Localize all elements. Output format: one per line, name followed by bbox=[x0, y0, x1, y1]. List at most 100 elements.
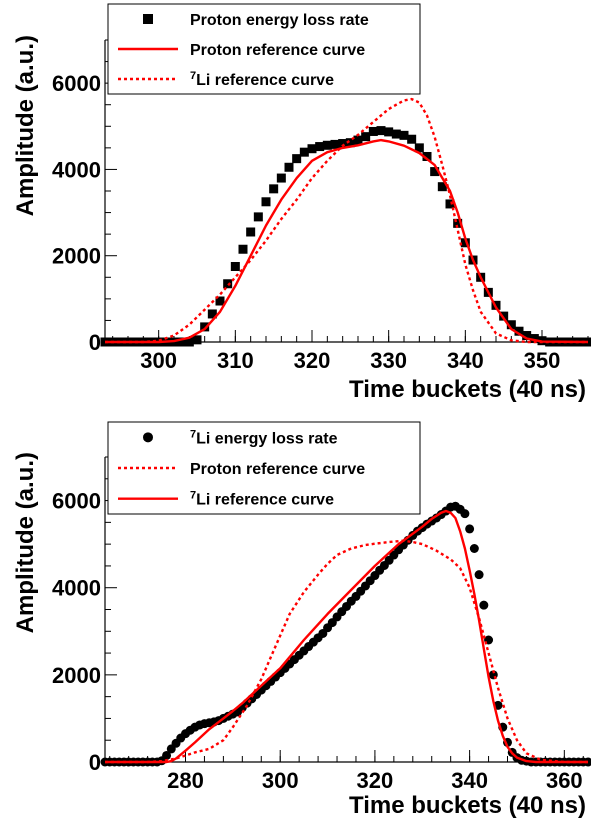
legend-text: Li reference curve bbox=[196, 492, 334, 509]
series-line-1 bbox=[105, 539, 588, 764]
data-point bbox=[330, 139, 340, 149]
y-tick-label: 6000 bbox=[52, 71, 101, 96]
x-tick-label: 360 bbox=[546, 768, 583, 793]
data-point bbox=[238, 244, 248, 254]
data-point bbox=[479, 600, 489, 610]
data-point bbox=[253, 212, 263, 222]
data-point bbox=[292, 154, 302, 164]
data-point bbox=[474, 570, 484, 580]
x-tick-label: 330 bbox=[370, 348, 407, 373]
x-tick-label: 300 bbox=[262, 768, 299, 793]
data-point bbox=[207, 309, 217, 319]
data-point bbox=[430, 167, 440, 177]
data-point bbox=[322, 140, 332, 150]
data-point bbox=[276, 173, 286, 183]
y-axis-title: Amplitude (a.u.) bbox=[12, 35, 39, 216]
data-point bbox=[453, 218, 463, 228]
data-point bbox=[353, 135, 363, 145]
data-point bbox=[177, 337, 187, 347]
y-tick-label: 6000 bbox=[52, 489, 101, 514]
legend-text: Proton reference curve bbox=[190, 42, 365, 59]
x-axis-title: Time buckets (40 ns) bbox=[349, 376, 586, 403]
data-point bbox=[422, 151, 432, 161]
y-axis-title: Amplitude (a.u.) bbox=[12, 452, 39, 633]
legend-superscript: 7 bbox=[190, 490, 196, 502]
data-point bbox=[215, 296, 225, 306]
data-point bbox=[506, 320, 516, 330]
data-point bbox=[200, 322, 210, 332]
data-point bbox=[399, 130, 409, 140]
x-tick-label: 320 bbox=[357, 768, 394, 793]
legend-label: Proton reference curve bbox=[190, 461, 365, 478]
y-tick-label: 2000 bbox=[52, 663, 101, 688]
legend-superscript: 7 bbox=[190, 70, 196, 82]
legend-text: Proton energy loss rate bbox=[190, 12, 369, 29]
legend-label: Proton energy loss rate bbox=[190, 12, 369, 29]
data-point bbox=[230, 262, 240, 271]
data-point bbox=[384, 127, 394, 137]
data-point bbox=[345, 138, 355, 148]
legend-marker-square bbox=[143, 14, 153, 24]
data-point bbox=[414, 143, 424, 153]
legend-text: Proton reference curve bbox=[190, 461, 365, 478]
data-point bbox=[368, 126, 378, 136]
data-point bbox=[514, 326, 524, 336]
data-point bbox=[315, 142, 325, 152]
x-tick-label: 310 bbox=[217, 348, 254, 373]
data-point bbox=[522, 331, 532, 341]
y-tick-label: 2000 bbox=[52, 244, 101, 269]
data-point bbox=[299, 147, 309, 157]
series-line-2 bbox=[105, 509, 588, 764]
x-axis-title: Time buckets (40 ns) bbox=[349, 792, 586, 819]
legend-label: 7Li reference curve bbox=[190, 70, 334, 89]
y-tick-label: 4000 bbox=[52, 157, 101, 182]
data-point bbox=[465, 524, 475, 534]
data-point bbox=[361, 132, 371, 142]
series-markers-0 bbox=[100, 126, 591, 347]
data-point bbox=[407, 134, 417, 144]
data-point bbox=[445, 199, 455, 209]
x-tick-label: 340 bbox=[447, 348, 484, 373]
data-point bbox=[376, 126, 386, 136]
legend-label: 7Li reference curve bbox=[190, 490, 334, 509]
x-tick-label: 340 bbox=[451, 768, 488, 793]
y-tick-label: 0 bbox=[89, 750, 101, 775]
data-point bbox=[246, 227, 256, 237]
series-markers-0 bbox=[100, 501, 591, 767]
data-point bbox=[307, 144, 317, 154]
data-point bbox=[184, 337, 194, 347]
y-tick-label: 0 bbox=[89, 330, 101, 355]
legend-label: Proton reference curve bbox=[190, 42, 365, 59]
legend-label: 7Li energy loss rate bbox=[190, 428, 338, 447]
legend-marker-circle bbox=[143, 432, 153, 443]
data-point bbox=[460, 238, 470, 248]
x-tick-label: 300 bbox=[140, 348, 177, 373]
y-tick-label: 4000 bbox=[52, 576, 101, 601]
data-point bbox=[437, 182, 447, 192]
data-point bbox=[223, 279, 233, 289]
data-point bbox=[499, 311, 509, 321]
x-tick-label: 350 bbox=[524, 348, 561, 373]
data-point bbox=[391, 129, 401, 139]
data-point bbox=[261, 197, 271, 207]
data-point bbox=[460, 509, 470, 519]
x-tick-label: 320 bbox=[294, 348, 331, 373]
data-point bbox=[469, 544, 479, 553]
series-line-1 bbox=[105, 138, 589, 344]
legend-text: Li energy loss rate bbox=[196, 430, 337, 447]
data-point bbox=[269, 184, 279, 194]
legend-superscript: 7 bbox=[190, 428, 196, 440]
data-point bbox=[192, 335, 202, 345]
legend: Proton energy loss rate Proton reference … bbox=[107, 3, 421, 95]
data-point bbox=[338, 139, 348, 149]
data-point bbox=[284, 162, 294, 172]
top-panel: 0 2000 4000 6000 300 310 320 330 340 350 Time buck… bbox=[12, 3, 591, 403]
x-tick-label: 280 bbox=[167, 768, 204, 793]
data-point bbox=[162, 750, 172, 760]
legend-text: Li reference curve bbox=[196, 72, 334, 89]
series-line-2 bbox=[105, 97, 588, 344]
data-point bbox=[529, 334, 539, 344]
